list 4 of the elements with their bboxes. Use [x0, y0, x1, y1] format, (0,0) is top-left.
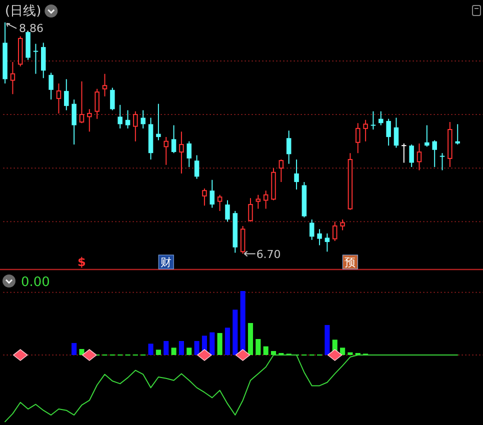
chart-title: 0.00 — [21, 275, 50, 290]
annotation: 6.70 — [256, 248, 281, 261]
chart-title: (日线) — [5, 4, 42, 19]
annotation: 8.86 — [19, 22, 44, 35]
